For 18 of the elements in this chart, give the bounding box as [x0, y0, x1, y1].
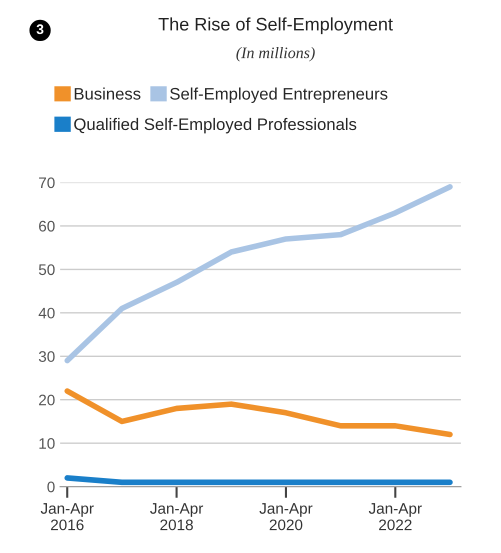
- y-tick-label: 60: [39, 220, 55, 232]
- y-tick-label: 50: [38, 264, 55, 276]
- chart-title: The Rise of Self-Employment: [158, 17, 393, 34]
- y-tick-label: 10: [39, 438, 55, 449]
- legend-label: Qualified Self-Employed Professionals: [74, 118, 356, 134]
- legend-label: Self-Employed Entrepreneurs: [170, 87, 388, 104]
- y-tick-label: 30: [38, 351, 55, 362]
- y-tick-label: 0: [47, 482, 55, 492]
- y-tick-label: 20: [39, 394, 55, 406]
- x-tick-label: Jan-Apr 2016: [40, 503, 94, 530]
- y-tick-label: 40: [38, 308, 55, 319]
- y-tick-label: 70: [39, 177, 55, 188]
- x-tick-label: Jan-Apr 2020: [259, 503, 312, 530]
- chart-subtitle: (In millions): [236, 46, 315, 62]
- x-tick-label: Jan-Apr 2018: [150, 503, 204, 530]
- legend-label: Business: [74, 87, 140, 100]
- x-tick-label: Jan-Apr 2022: [368, 503, 422, 530]
- text: 3: [36, 24, 44, 34]
